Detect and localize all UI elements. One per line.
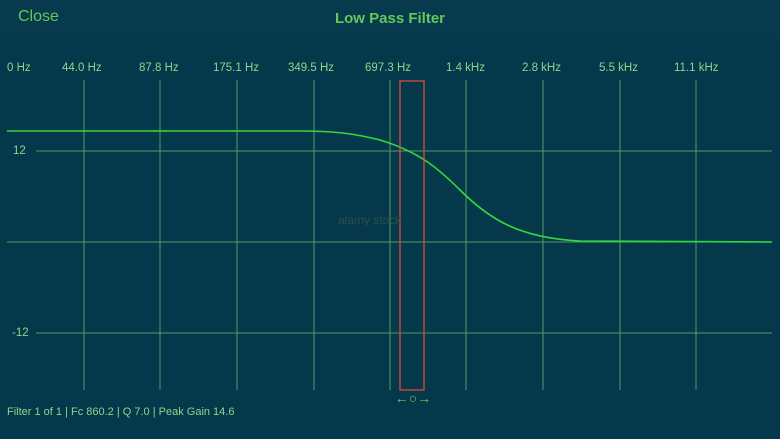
gain-label-bottom: -12	[12, 327, 29, 339]
drag-arrows-icon: ←○→	[394, 390, 432, 406]
watermark-text: alamy stock	[338, 213, 402, 227]
close-button[interactable]: Close	[18, 8, 59, 25]
frequency-label: 349.5 Hz	[288, 62, 335, 74]
cutoff-marker[interactable]	[399, 80, 425, 391]
frequency-label: 87.8 Hz	[139, 62, 179, 74]
filter-response-curve	[7, 130, 773, 243]
frequency-label: 0 Hz	[7, 62, 31, 74]
frequency-label: 5.5 kHz	[599, 62, 638, 74]
frequency-label: 175.1 Hz	[213, 62, 260, 74]
cutoff-drag-handle[interactable]: ←○→	[390, 390, 436, 406]
frequency-label: 44.0 Hz	[62, 62, 102, 74]
frequency-label: 2.8 kHz	[522, 62, 561, 74]
gain-label-top: 12	[13, 145, 26, 157]
status-bar: Filter 1 of 1 | Fc 860.2 | Q 7.0 | Peak …	[7, 406, 235, 418]
top-bar: Close Low Pass Filter	[0, 0, 780, 38]
frequency-label: 11.1 kHz	[674, 62, 719, 74]
grid	[7, 80, 772, 390]
page-title: Low Pass Filter	[334, 10, 446, 27]
frequency-label: 697.3 Hz	[365, 62, 412, 74]
frequency-label: 1.4 kHz	[446, 62, 485, 74]
